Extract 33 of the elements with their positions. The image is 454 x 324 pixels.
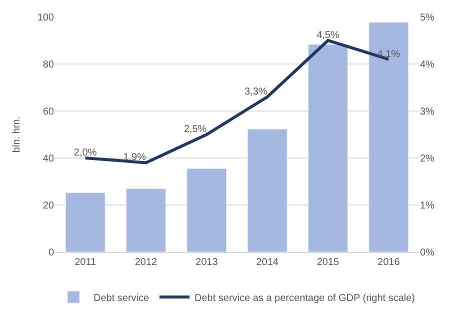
y-tick-label: 20	[42, 200, 54, 212]
y-tick-label: 100	[37, 12, 54, 24]
data-label: 4,1%	[377, 48, 400, 60]
data-label: 3,3%	[244, 86, 268, 98]
y-tick-label: 60	[42, 106, 54, 118]
bar	[308, 44, 348, 252]
bar	[247, 128, 288, 252]
y-tick-label: 0	[48, 248, 54, 258]
x-tick-label: 2015	[316, 257, 340, 268]
bar	[65, 192, 106, 252]
legend-label: Debt service	[94, 292, 150, 304]
y-tick-label: 40	[42, 154, 54, 164]
data-label: 4,5%	[316, 30, 340, 41]
y2-tick-label: 0%	[420, 248, 435, 258]
y-tick-label: 80	[42, 60, 54, 70]
data-label: 1,9%	[123, 152, 146, 164]
y-axis-title: bln. hrn.	[11, 116, 22, 153]
y2-tick-label: 3%	[420, 106, 435, 118]
y2-tick-label: 5%	[420, 12, 435, 24]
bar	[186, 168, 227, 252]
bar	[126, 188, 166, 252]
x-tick-label: 2012	[134, 257, 158, 268]
x-tick-label: 2013	[196, 257, 218, 268]
y2-tick-label: 1%	[420, 200, 435, 212]
data-label: 2,5%	[184, 124, 207, 135]
data-label: 2,0%	[74, 148, 97, 158]
x-tick-label: 2014	[256, 257, 279, 268]
y2-tick-label: 4%	[420, 60, 435, 70]
bar	[368, 22, 409, 252]
x-tick-label: 2011	[74, 257, 97, 268]
y2-tick-label: 2%	[420, 154, 435, 164]
legend-label: Debt service as a percentage of GDP (right scale)	[194, 292, 415, 304]
x-tick-label: 2016	[378, 257, 400, 268]
